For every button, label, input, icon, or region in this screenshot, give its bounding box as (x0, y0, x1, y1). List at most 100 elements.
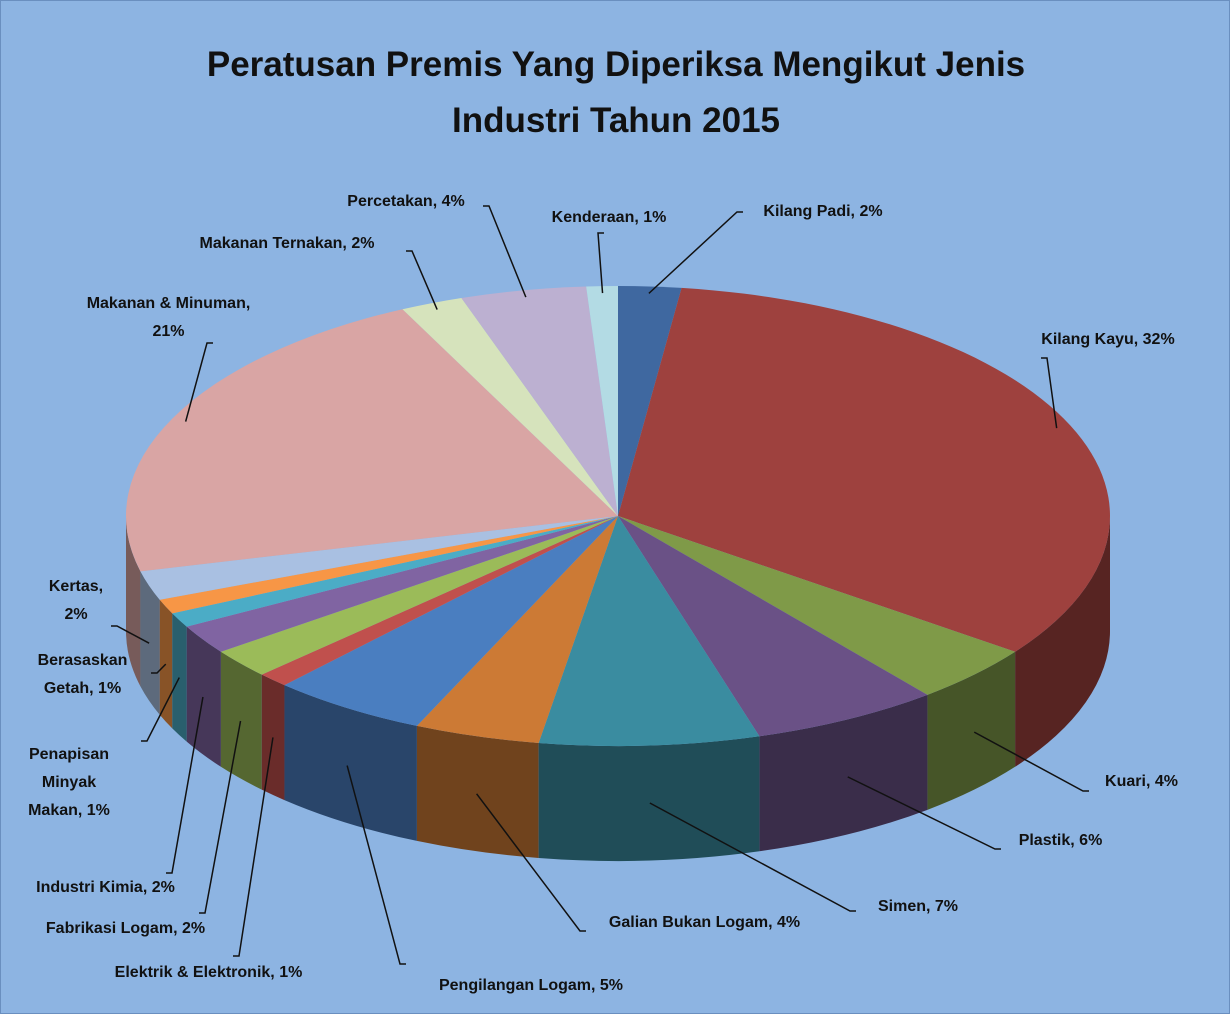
data-label: Kertas, 2% (41, 573, 111, 629)
label-category: Kilang Kayu (1041, 331, 1134, 348)
label-separator: , (98, 578, 104, 595)
data-label: Elektrik & Elektronik, 1% (101, 959, 316, 987)
slice (140, 516, 618, 600)
label-category: Pengilangan Logam (438, 977, 591, 994)
label-category: Penapisan Minyak Makan (28, 746, 110, 819)
leader-line (476, 793, 586, 932)
leader-line (346, 765, 406, 965)
label-category: Elektrik & Elektronik (114, 964, 271, 981)
leader-line (1041, 357, 1058, 429)
label-category: Berasaskan Getah (37, 652, 128, 697)
slice (618, 287, 1110, 652)
label-value: 1% (643, 209, 667, 226)
label-separator: , (1133, 331, 1143, 348)
label-value: 1% (98, 680, 122, 697)
leader-line (184, 342, 213, 422)
data-label: Galian Bukan Logam, 4% (597, 909, 812, 937)
leader-line (406, 250, 438, 310)
slice-side (220, 651, 262, 790)
slice-side (140, 571, 160, 715)
slice-side (284, 685, 417, 841)
label-category: Kertas (48, 578, 99, 595)
label-value: 2% (351, 235, 375, 252)
slice (618, 286, 682, 516)
label-separator: , (1070, 832, 1080, 849)
slice (402, 297, 618, 516)
label-value: 2% (151, 879, 175, 896)
leader-line (141, 677, 180, 742)
leader-line (166, 696, 204, 874)
data-label: Makanan & Minuman, 21% (71, 290, 266, 346)
slice-side (261, 674, 285, 801)
label-value: 4% (441, 193, 465, 210)
data-label: Industri Kimia, 2% (13, 874, 198, 902)
data-label: Kilang Kayu, 32% (1023, 326, 1193, 354)
slice-side (186, 626, 221, 767)
data-label: Kuari, 4% (1089, 768, 1194, 796)
label-value: 2% (64, 606, 88, 623)
slice (159, 516, 618, 614)
label-separator: , (768, 914, 777, 931)
leader-line (199, 720, 242, 914)
slice-side (759, 694, 928, 852)
slice (461, 286, 618, 516)
leader-line (483, 205, 527, 298)
slice-side (416, 725, 539, 858)
label-category: Makanan & Minuman (86, 295, 246, 312)
label-separator: , (342, 235, 352, 252)
label-separator: , (89, 680, 99, 697)
label-value: 2% (181, 920, 206, 937)
slice-side (126, 516, 141, 687)
data-label: Penapisan Minyak Makan, 1% (13, 741, 125, 825)
label-value: 5% (599, 977, 624, 994)
label-category: Makanan Ternakan (199, 235, 343, 252)
label-value: 4% (1154, 773, 1178, 790)
slice (416, 516, 618, 743)
leader-line (648, 211, 743, 294)
leader-line (973, 731, 1089, 792)
label-category: Galian Bukan Logam (608, 914, 769, 931)
data-label: Kenderaan, 1% (529, 204, 689, 232)
data-label: Pengilangan Logam, 5% (411, 972, 651, 1000)
label-separator: , (1145, 773, 1155, 790)
slice-side (538, 736, 760, 861)
label-value: 4% (776, 914, 801, 931)
data-label: Fabrikasi Logam, 2% (23, 915, 228, 943)
chart-title: Peratusan Premis Yang Diperiksa Mengikut… (206, 45, 1026, 140)
label-value: 7% (934, 898, 959, 915)
label-separator: , (173, 920, 182, 937)
leader-line (847, 776, 1001, 850)
slice-side (159, 599, 173, 729)
data-label: Plastik, 6% (1003, 827, 1118, 855)
data-label: Kilang Padi, 2% (743, 198, 903, 226)
label-separator: , (270, 964, 280, 981)
label-value: 2% (859, 203, 883, 220)
label-separator: , (850, 203, 860, 220)
slice (538, 516, 760, 746)
label-separator: , (245, 295, 251, 312)
label-category: Simen (877, 898, 926, 915)
data-label: Makanan Ternakan, 2% (166, 230, 408, 258)
slice (618, 516, 1016, 695)
label-category: Kuari (1105, 773, 1146, 790)
label-value: 6% (1079, 832, 1103, 849)
label-category: Kilang Padi (763, 203, 851, 220)
label-category: Fabrikasi Logam (45, 920, 174, 937)
label-separator: , (432, 193, 442, 210)
slice-side (927, 651, 1016, 810)
label-separator: , (77, 802, 87, 819)
slice (172, 516, 618, 627)
label-value: 21% (152, 323, 185, 340)
slice (125, 309, 618, 572)
label-value: 1% (86, 802, 110, 819)
label-separator: , (142, 879, 152, 896)
slice (186, 516, 618, 652)
label-separator: , (591, 977, 600, 994)
data-label: Percetakan, 4% (326, 188, 486, 216)
leader-line (233, 737, 274, 957)
slice (220, 516, 618, 675)
slice-side (1015, 516, 1110, 767)
data-label: Simen, 7% (858, 893, 978, 921)
